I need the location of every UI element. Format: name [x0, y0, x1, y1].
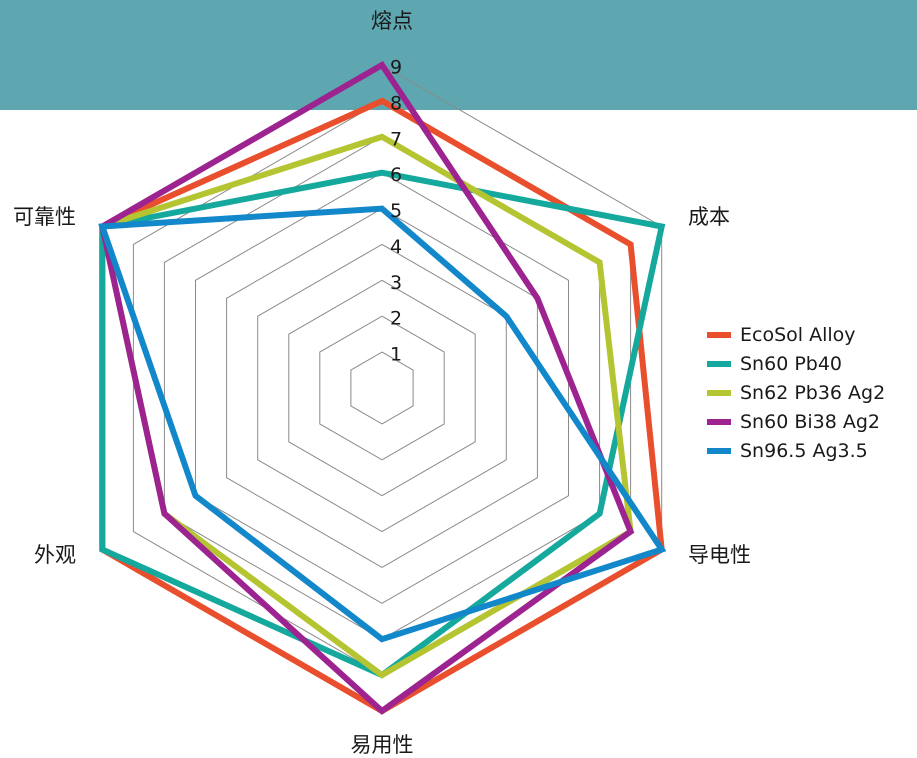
- axis-label-3: 导电性: [688, 543, 751, 567]
- legend-label: Sn60 Pb40: [740, 352, 843, 375]
- axis-label-4: 易用性: [351, 733, 414, 757]
- axis-label-5: 外观: [34, 543, 76, 567]
- tick-label-8: 8: [390, 92, 402, 114]
- legend-item: Sn60 Bi38 Ag2: [707, 407, 885, 436]
- grid-ring-3: [288, 279, 476, 497]
- tick-label-7: 7: [390, 128, 402, 150]
- radial-tick-labels: 1 2 3 4 5 6 7 8 9: [390, 57, 402, 366]
- axis-label-1: 熔点: [371, 9, 413, 33]
- legend-swatch: [707, 389, 731, 396]
- grid-ring-2: [319, 315, 445, 461]
- legend-swatch: [707, 447, 731, 454]
- grid-ring-5: [226, 208, 538, 568]
- tick-label-4: 4: [390, 236, 402, 258]
- axis-label-6: 可靠性: [13, 205, 76, 229]
- series-line-5: [98, 205, 667, 643]
- radar-grid: [101, 64, 663, 712]
- legend-item: Sn62 Pb36 Ag2: [707, 378, 885, 407]
- tick-label-2: 2: [390, 308, 402, 330]
- legend-label: Sn62 Pb36 Ag2: [740, 381, 886, 404]
- legend-swatch: [707, 360, 731, 367]
- legend: EcoSol Alloy Sn60 Pb40 Sn62 Pb36 Ag2 Sn60 B…: [707, 320, 885, 465]
- radar-series: [98, 60, 667, 715]
- tick-label-1: 1: [390, 344, 402, 366]
- legend-item: Sn60 Pb40: [707, 349, 885, 378]
- legend-label: Sn60 Bi38 Ag2: [740, 410, 880, 433]
- legend-label: EcoSol Alloy: [740, 323, 856, 346]
- legend-swatch: [707, 331, 731, 338]
- tick-label-9: 9: [390, 57, 402, 79]
- legend-swatch: [707, 418, 731, 425]
- header-band: [0, 0, 917, 110]
- tick-label-3: 3: [390, 272, 402, 294]
- legend-item: EcoSol Alloy: [707, 320, 885, 349]
- tick-label-6: 6: [390, 164, 402, 186]
- axis-label-2: 成本: [688, 205, 730, 229]
- grid-ring-1: [350, 351, 414, 425]
- grid-ring-6: [195, 172, 569, 604]
- legend-item: Sn96.5 Ag3.5: [707, 436, 885, 465]
- legend-label: Sn96.5 Ag3.5: [740, 439, 868, 462]
- grid-ring-9: [101, 64, 663, 712]
- tick-label-5: 5: [390, 200, 402, 222]
